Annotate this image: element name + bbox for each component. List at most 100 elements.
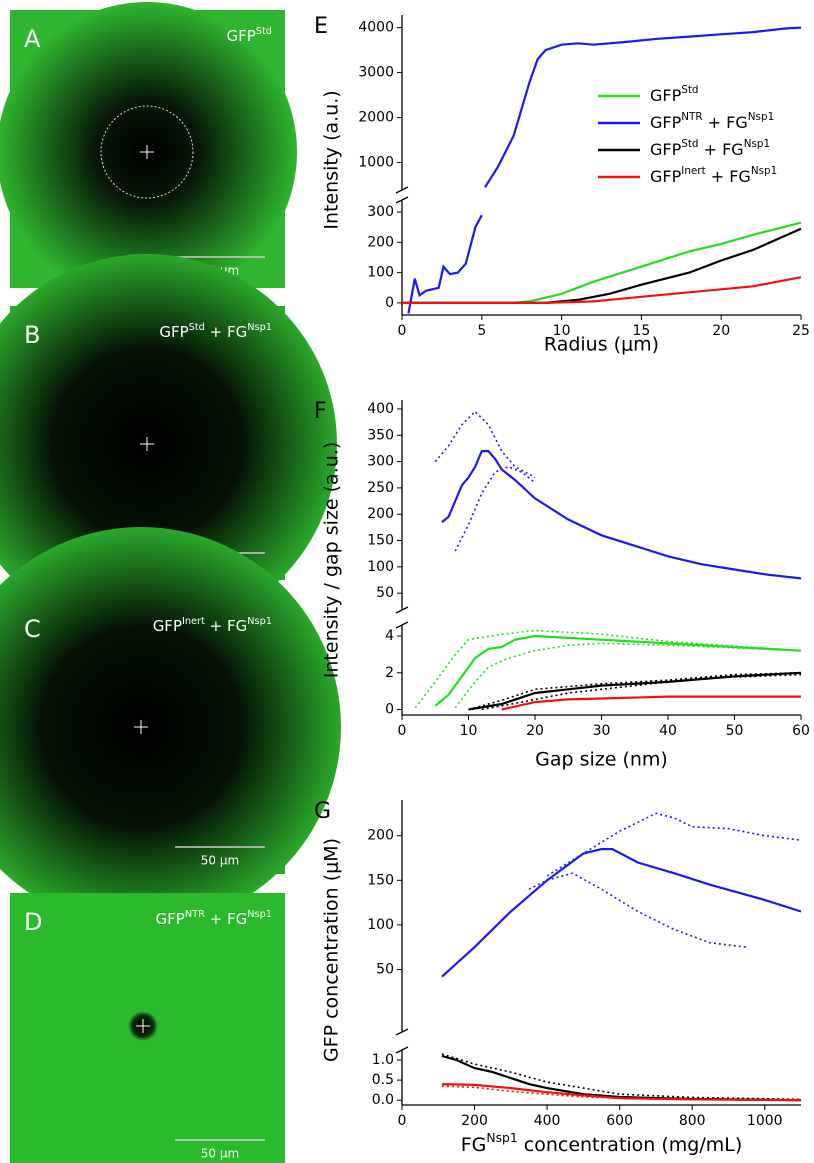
line-series xyxy=(441,848,802,978)
y-tick-label: 100 xyxy=(367,917,394,933)
x-tick-label: 20 xyxy=(712,323,730,339)
axis-break xyxy=(395,196,409,204)
panel-letter: G xyxy=(314,799,331,824)
line-series xyxy=(441,1083,802,1102)
x-tick-label: 10 xyxy=(553,323,571,339)
panel-letter: E xyxy=(314,14,328,39)
superscript: Nsp1 xyxy=(247,616,272,627)
axis-break xyxy=(395,1028,409,1036)
superscript: Nsp1 xyxy=(247,322,272,333)
superscript: Std xyxy=(681,138,698,150)
legend-label: GFPStd + FGNsp1 xyxy=(650,138,770,159)
y-tick-label: 150 xyxy=(367,533,394,549)
text-part: + FG xyxy=(699,140,744,159)
y-tick-label: 4000 xyxy=(358,20,394,36)
line-series xyxy=(434,634,802,707)
y-tick-label: 200 xyxy=(367,506,394,522)
superscript: Std xyxy=(189,322,205,333)
text-part: + FG xyxy=(706,167,751,186)
y-tick-label: 50 xyxy=(376,585,394,601)
text-part: GFP xyxy=(156,910,185,928)
y-axis-label: GFP concentration (μM) xyxy=(321,838,343,1062)
y-tick-label: 0 xyxy=(385,295,394,311)
superscript: Std xyxy=(256,26,272,37)
text-part: + FG xyxy=(205,910,247,928)
superscript: Inert xyxy=(182,616,205,627)
superscript: NTR xyxy=(185,909,205,920)
panel-d: D GFPNTR + FGNsp1 50 μm xyxy=(10,893,285,1163)
superscript: Nsp1 xyxy=(486,1131,517,1145)
line-series xyxy=(481,673,802,711)
line-series xyxy=(407,26,802,314)
line-series xyxy=(441,1053,802,1101)
x-tick-label: 800 xyxy=(679,1113,706,1129)
panel-label: GFPStd + FGNsp1 xyxy=(159,322,272,341)
text-part: GFP xyxy=(227,27,256,45)
text-part: FG xyxy=(461,1134,487,1156)
y-tick-label: 0.5 xyxy=(372,1072,394,1088)
line-series xyxy=(434,410,536,479)
legend-label: GFPInert + FGNsp1 xyxy=(650,165,777,186)
y-tick-label: 100 xyxy=(367,265,394,281)
x-tick-label: 200 xyxy=(461,1113,488,1129)
line-series xyxy=(441,1054,802,1102)
text-part: + FG xyxy=(703,113,748,132)
line-series xyxy=(501,695,801,711)
y-tick-label: 1000 xyxy=(358,155,394,171)
y-tick-label: 2000 xyxy=(358,110,394,126)
image-dark xyxy=(0,527,341,927)
superscript: Nsp1 xyxy=(751,165,777,177)
line-series xyxy=(402,221,802,304)
panel-label: GFPNTR + FGNsp1 xyxy=(156,909,272,928)
axis-break xyxy=(395,621,409,629)
x-tick-label: 10 xyxy=(460,723,478,739)
x-tick-label: 25 xyxy=(792,323,810,339)
text-part: GFP xyxy=(650,167,682,186)
x-tick-label: 5 xyxy=(477,323,486,339)
line-series xyxy=(414,629,802,709)
x-axis-label: Radius (μm) xyxy=(544,334,659,356)
scale-label: 50 μm xyxy=(201,854,239,868)
x-tick-label: 0 xyxy=(398,1113,407,1129)
line-series xyxy=(441,450,802,580)
text-part: + FG xyxy=(205,323,247,341)
y-tick-label: 300 xyxy=(367,204,394,220)
legend-label: GFPStd xyxy=(650,84,699,105)
line-series xyxy=(468,671,802,711)
superscript: Nsp1 xyxy=(744,138,770,150)
y-axis-label: Intensity / gap size (a.u.) xyxy=(321,442,343,678)
text-part: + FG xyxy=(205,617,247,635)
y-tick-label: 0 xyxy=(385,701,394,717)
y-tick-label: 3000 xyxy=(358,65,394,81)
x-tick-label: 30 xyxy=(593,723,611,739)
line-series xyxy=(402,227,802,304)
y-tick-label: 200 xyxy=(367,828,394,844)
axis-break xyxy=(395,606,409,614)
x-tick-label: 50 xyxy=(726,723,744,739)
scale-label: 50 μm xyxy=(201,1147,239,1161)
roi-circle xyxy=(100,105,194,199)
x-tick-label: 60 xyxy=(792,723,810,739)
x-tick-label: 400 xyxy=(534,1113,561,1129)
line-series xyxy=(454,642,802,709)
line-series xyxy=(546,812,802,877)
panel-letter: F xyxy=(314,399,327,424)
text-part: concentration (mg/mL) xyxy=(518,1134,743,1156)
y-tick-label: 50 xyxy=(376,962,394,978)
text-part: GFP xyxy=(650,140,682,159)
x-tick-label: 1000 xyxy=(747,1113,783,1129)
superscript: Nsp1 xyxy=(247,909,272,920)
axis-break xyxy=(395,186,409,194)
line-series xyxy=(468,672,802,711)
x-tick-label: 20 xyxy=(526,723,544,739)
text-part: GFP xyxy=(650,113,682,132)
panel-a: AGFPStd50 μm xyxy=(0,2,297,302)
text-part: GFP xyxy=(650,86,682,105)
y-tick-label: 300 xyxy=(367,454,394,470)
line-series xyxy=(402,276,802,304)
y-tick-label: 400 xyxy=(367,401,394,417)
y-tick-label: 350 xyxy=(367,427,394,443)
line-series xyxy=(441,1085,802,1101)
